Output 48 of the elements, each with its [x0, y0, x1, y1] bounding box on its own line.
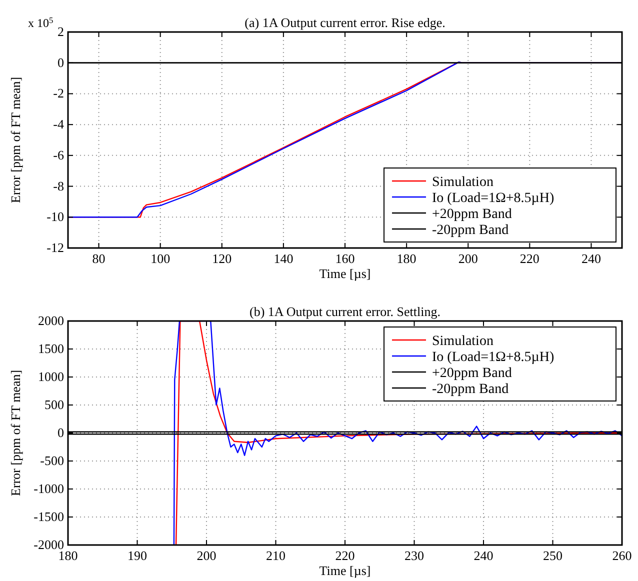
- y-tick-label: 500: [44, 397, 64, 412]
- x-tick-label: 120: [212, 251, 232, 266]
- x-tick-label: 230: [404, 548, 424, 563]
- y-tick-label: -10: [46, 209, 64, 224]
- y-tick-label: -4: [53, 116, 64, 132]
- x-tick-label: 210: [266, 548, 286, 563]
- y-axis-title: Error [ppm of FT mean]: [8, 76, 23, 204]
- y-tick-label: -6: [53, 147, 64, 162]
- y-tick-label: -1000: [34, 481, 64, 496]
- y-axis-title: Error [ppm of FT mean]: [8, 370, 23, 496]
- legend-label: Simulation: [432, 334, 494, 349]
- x-tick-label: 250: [543, 548, 562, 563]
- x-tick-label: 220: [335, 548, 355, 563]
- y-tick-label: 0: [58, 425, 64, 440]
- x-tick-label: 240: [581, 251, 601, 266]
- y-tick-label: -1500: [34, 509, 64, 524]
- y-tick-label: -500: [40, 453, 64, 468]
- x-tick-label: 190: [128, 548, 147, 563]
- legend-label: Io (Load=1Ω+8.5µH): [432, 191, 554, 206]
- y-tick-label: 1000: [38, 369, 64, 384]
- legend-label: Io (Load=1Ω+8.5µH): [432, 350, 554, 365]
- y-tick-label: -8: [53, 178, 64, 194]
- y-tick-label: 0: [58, 54, 64, 70]
- y-tick-label: -2: [53, 86, 64, 101]
- x-tick-label: 100: [150, 251, 170, 266]
- y-tick-label: 1500: [38, 341, 64, 356]
- x-tick-label: 220: [520, 251, 540, 266]
- legend-label: Simulation: [432, 175, 494, 190]
- chart-title: (a) 1A Output current error. Rise edge.: [244, 15, 446, 30]
- x-tick-label: 160: [335, 251, 355, 266]
- legend-label: +20ppm Band: [432, 366, 512, 381]
- x-axis-title: Time [µs]: [319, 266, 371, 281]
- text: x 10$^{5}$: [28, 16, 54, 30]
- x-axis-title: Time [µs]: [319, 563, 371, 578]
- chart-title: (b) 1A Output current error. Settling.: [250, 304, 440, 319]
- x-tick-label: 240: [474, 548, 494, 563]
- legend-label: -20ppm Band: [432, 223, 509, 238]
- y-tick-label: 2000: [38, 313, 64, 328]
- y-tick-label: 2: [58, 24, 64, 39]
- legend-label: +20ppm Band: [432, 207, 512, 222]
- y-tick-label: -12: [46, 240, 64, 255]
- x-tick-label: 260: [612, 548, 632, 563]
- x-tick-label: 140: [274, 251, 294, 266]
- legend-label: -20ppm Band: [432, 382, 509, 397]
- x-tick-label: 200: [196, 548, 216, 563]
- x-tick-label: 80: [92, 251, 106, 266]
- x-tick-label: 200: [458, 251, 478, 266]
- x-tick-label: 180: [396, 251, 416, 266]
